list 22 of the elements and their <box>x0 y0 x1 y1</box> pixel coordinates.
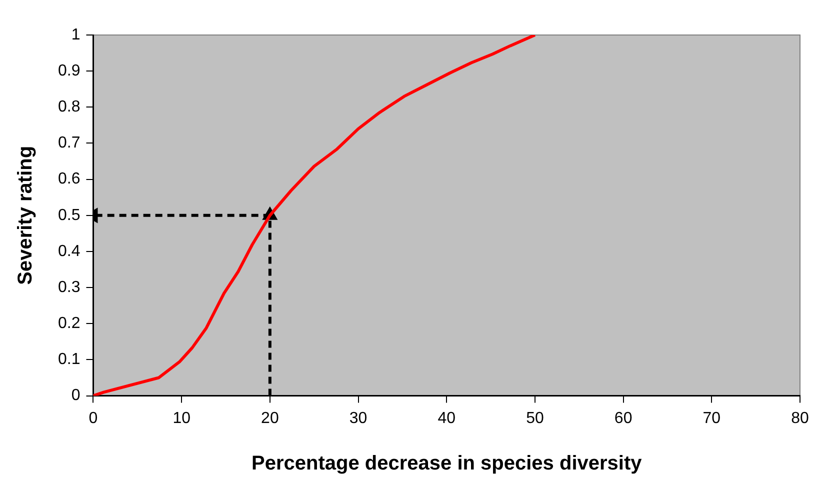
x-tick-label: 70 <box>702 410 721 427</box>
x-tick-label: 40 <box>438 410 456 427</box>
x-tick-label: 60 <box>614 410 632 427</box>
y-tick-label: 0.9 <box>58 62 80 80</box>
y-tick-label: 0.2 <box>58 315 80 332</box>
x-axis-title: Percentage decrease in species diversity <box>252 452 643 475</box>
x-tick-label: 80 <box>791 410 809 427</box>
x-tick-label: 30 <box>349 410 368 427</box>
y-tick-label: 0.7 <box>58 134 80 152</box>
x-tick-label: 50 <box>526 410 544 427</box>
y-tick-label: 0.1 <box>58 351 80 368</box>
y-tick-label: 0.8 <box>58 98 80 116</box>
y-tick-label: 0 <box>71 387 80 404</box>
y-tick-label: 0.3 <box>58 278 80 296</box>
x-tick-label: 20 <box>261 410 279 427</box>
y-tick-label: 0.4 <box>58 242 80 260</box>
y-tick-label: 1 <box>71 26 80 44</box>
x-tick-label: 0 <box>88 410 98 427</box>
x-tick-label: 10 <box>172 410 191 427</box>
y-tick-label: 0.6 <box>58 170 80 188</box>
y-axis-title: Severity rating <box>14 146 37 285</box>
y-tick-label: 0.5 <box>58 206 80 224</box>
